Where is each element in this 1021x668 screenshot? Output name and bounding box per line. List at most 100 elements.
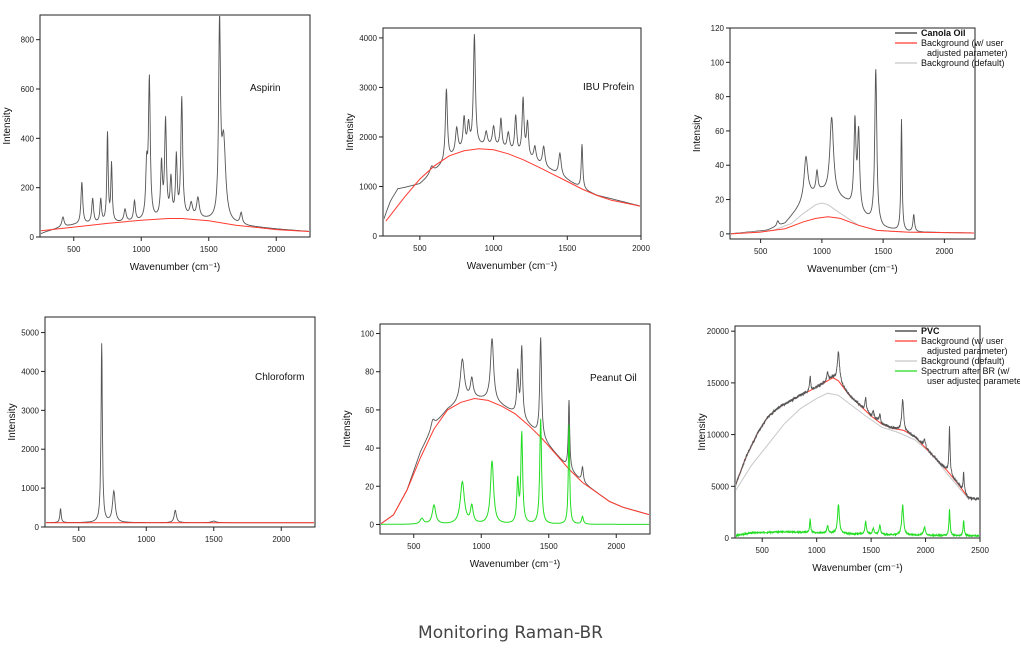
plot-frame	[379, 323, 651, 535]
plot-frame	[39, 14, 311, 238]
y-tick-label: 20000	[707, 327, 730, 336]
y-tick-label: 2000	[21, 445, 39, 454]
x-tick-label: 1500	[205, 535, 223, 544]
chart-canola-svg: 500 1000 1500 2000 0 20 40 60 80 100 120 Wavenumber…	[692, 24, 1008, 275]
chart-annotation: IBU Profein	[583, 82, 634, 93]
chart-ibuprofen: 500 1000 1500 2000 0 1000 2000 3000 4000 Wavenumb…	[338, 18, 668, 293]
x-axis-label: Wavenumber (cm⁻¹)	[812, 563, 902, 574]
y-tick-label: 3000	[359, 83, 377, 92]
x-tick-label: 1500	[862, 546, 880, 555]
x-tick-label: 1500	[874, 247, 892, 256]
y-axis-label: Intensity	[7, 403, 18, 440]
y-tick-label: 800	[21, 36, 35, 45]
y-axis-label: Intensity	[342, 410, 353, 447]
legend-label: Background (w/ user	[921, 38, 1004, 48]
chart-chloroform: 500 1000 1500 2000 0 1000 2000 3000 4000 5000 Inte…	[0, 305, 330, 555]
series-line-spectrum	[381, 337, 649, 525]
legend-label: Background (w/ user	[921, 336, 1004, 346]
y-tick-label: 40	[715, 161, 724, 170]
x-tick-label: 500	[754, 247, 768, 256]
plot-frame	[734, 325, 981, 539]
y-axis-label: Intensity	[692, 115, 703, 152]
chart-ibuprofen-svg: 500 1000 1500 2000 0 1000 2000 3000 4000 Wavenumb…	[345, 27, 650, 272]
x-tick-label: 2000	[272, 535, 290, 544]
legend-label: Background (default)	[921, 58, 1005, 68]
y-tick-label: 0	[35, 523, 40, 532]
x-axis-label: Wavenumber (cm⁻¹)	[467, 261, 557, 272]
chart-aspirin-svg: 500 1000 1500 2000 0 200 400 600 800 Wavenumber (…	[2, 14, 311, 273]
legend-entry: Canola Oil	[895, 28, 966, 38]
x-tick-label: 1000	[137, 535, 155, 544]
y-tick-label: 0	[373, 232, 378, 241]
x-tick-label: 1500	[200, 245, 218, 254]
y-axis-label: Intensity	[345, 113, 356, 150]
x-tick-label: 2000	[917, 546, 935, 555]
y-tick-label: 1000	[359, 182, 377, 191]
y-tick-label: 80	[715, 93, 724, 102]
y-tick-label: 40	[365, 444, 374, 453]
y-tick-label: 0	[370, 520, 375, 529]
series-line-spectrum	[384, 34, 640, 220]
x-tick-label: 500	[756, 546, 770, 555]
y-tick-label: 15000	[707, 379, 730, 388]
plot-frame	[44, 316, 316, 528]
y-axis-label: Intensity	[697, 413, 708, 450]
x-tick-label: 2000	[607, 542, 625, 551]
legend-label: adjusted parameter)	[927, 346, 1008, 356]
x-tick-label: 500	[72, 535, 86, 544]
series-line-spectrum	[731, 69, 974, 235]
x-axis-label: Wavenumber (cm⁻¹)	[130, 262, 220, 273]
y-tick-label: 5000	[21, 329, 39, 338]
series-line-background_default	[736, 392, 970, 501]
y-tick-label: 400	[21, 134, 35, 143]
series-line-spectrum	[736, 351, 979, 502]
chart-peanut: 500 1000 1500 2000 0 20 40 60 80 100 Wavenumber (c…	[330, 310, 660, 580]
chart-canola: 500 1000 1500 2000 0 20 40 60 80 100 120 Wavenumber…	[680, 18, 1020, 293]
y-tick-label: 20	[365, 482, 374, 491]
series-line-background_user	[385, 148, 640, 222]
x-tick-label: 2000	[632, 244, 650, 253]
y-tick-label: 2000	[359, 133, 377, 142]
series-line-background_user	[731, 216, 974, 235]
chart-chloroform-svg: 500 1000 1500 2000 0 1000 2000 3000 4000 5000 Inte…	[7, 316, 316, 544]
y-axis-label: Intensity	[2, 107, 13, 144]
series-line-spectrum	[41, 16, 309, 235]
chart-pvc: 500 1000 1500 2000 2500 0 5000 10000 15000 20000 W…	[680, 308, 1021, 578]
plot-frame	[382, 27, 642, 237]
x-tick-label: 500	[413, 244, 427, 253]
legend-label: Canola Oil	[921, 28, 966, 38]
y-tick-label: 20	[715, 196, 724, 205]
y-tick-label: 200	[21, 184, 35, 193]
legend-entry: PVC	[895, 326, 940, 336]
x-tick-label: 1000	[485, 244, 503, 253]
x-tick-label: 2000	[267, 245, 285, 254]
x-tick-label: 500	[407, 542, 421, 551]
legend-entry: Background (default)	[895, 356, 1005, 366]
series-line-spectrum	[46, 343, 314, 524]
x-tick-label: 1000	[808, 546, 826, 555]
y-tick-label: 600	[21, 85, 35, 94]
series-line-background_default	[731, 202, 974, 235]
chart-peanut-svg: 500 1000 1500 2000 0 20 40 60 80 100 Wavenumber (c…	[342, 323, 651, 570]
x-axis-label: Wavenumber (cm⁻¹)	[470, 559, 560, 570]
x-tick-label: 2000	[935, 247, 953, 256]
chart-annotation: Aspirin	[250, 83, 281, 94]
y-tick-label: 0	[720, 230, 725, 239]
chart-annotation: Peanut Oil	[590, 373, 637, 384]
chart-annotation: Chloroform	[255, 372, 304, 383]
chart-aspirin: 500 1000 1500 2000 0 200 400 600 800 Wavenumber (…	[0, 5, 340, 290]
x-tick-label: 2500	[971, 546, 989, 555]
y-tick-label: 10000	[707, 431, 730, 440]
x-tick-label: 1000	[472, 542, 490, 551]
x-tick-label: 1500	[558, 244, 576, 253]
y-tick-label: 5000	[711, 482, 729, 491]
x-tick-label: 1500	[540, 542, 558, 551]
x-tick-label: 500	[67, 245, 81, 254]
y-tick-label: 100	[361, 330, 375, 339]
y-tick-label: 0	[725, 534, 730, 543]
y-tick-label: 60	[715, 127, 724, 136]
x-tick-label: 1000	[132, 245, 150, 254]
legend-entry: Background (default)	[895, 58, 1005, 68]
